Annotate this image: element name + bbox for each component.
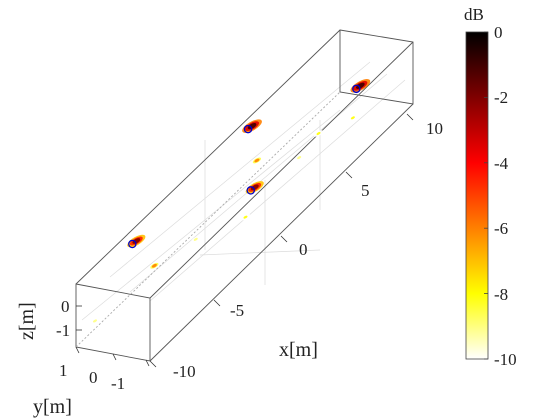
colorbar-tick: -10	[494, 350, 517, 369]
box-edge-top-right	[149, 41, 414, 299]
colorbar-tick: -2	[494, 88, 508, 107]
x-tick-label: 5	[361, 181, 370, 200]
source-blob	[191, 236, 201, 243]
source-blob	[251, 156, 263, 165]
z-tick-label: -1	[56, 321, 70, 340]
source-blob-layer	[151, 263, 157, 268]
x-tick-label: 10	[426, 119, 443, 138]
source-marker	[243, 124, 253, 134]
source-blob-layer	[193, 237, 198, 241]
source-blob-layer	[316, 132, 321, 135]
colorbar-gradient	[465, 31, 489, 360]
x-tick-label: -5	[230, 301, 244, 320]
x-tick-label: -10	[173, 362, 196, 381]
source-marker	[246, 186, 255, 195]
source-blob-layer	[132, 238, 141, 244]
x-axis-label: x[m]	[279, 339, 318, 361]
source-blob-layer	[250, 184, 259, 191]
source-blob-layer	[92, 319, 97, 323]
source-blob-layer	[243, 215, 248, 219]
source-blob	[148, 261, 161, 270]
axis-ticks	[75, 113, 414, 368]
box-far-face	[339, 29, 414, 105]
colorbar: dB 0 -2 -4 -6 -8 -10	[464, 5, 517, 369]
z-tick-label: 0	[61, 297, 70, 316]
source-blob	[245, 181, 264, 194]
box-edge-bottom-right	[149, 103, 414, 362]
box-frame	[75, 29, 414, 362]
box-edge-top-left	[75, 29, 341, 285]
source-blob	[240, 213, 251, 221]
source-blob-layer	[350, 116, 355, 120]
source-blob	[313, 130, 324, 137]
source-marker	[352, 84, 361, 94]
source-blob	[350, 79, 371, 93]
source-blob	[90, 317, 100, 325]
y-tick-label: -1	[111, 374, 125, 393]
source-blob-layer	[247, 122, 257, 130]
source-blob-layer	[254, 158, 260, 163]
x-tick-label: 0	[299, 240, 308, 259]
colorbar-label: dB	[464, 5, 484, 24]
source-blob	[127, 234, 146, 248]
box-near-face	[75, 283, 151, 362]
source-blob-layer	[356, 82, 365, 89]
colorbar-tick: -8	[494, 285, 508, 304]
y-tick-label: 0	[89, 368, 98, 387]
source-markers	[128, 84, 361, 249]
z-axis-label: z[m]	[16, 302, 38, 340]
grid-lines	[81, 61, 406, 321]
source-blob	[348, 114, 358, 122]
source-marker	[128, 239, 137, 249]
colorbar-tick: 0	[494, 23, 503, 42]
colorbar-tick: -4	[494, 154, 509, 173]
source-blobs	[90, 79, 371, 325]
colorbar-tick: -6	[494, 219, 508, 238]
y-axis-label: y[m]	[33, 396, 72, 418]
source-blob	[242, 119, 262, 133]
box-edge-bottom-left	[75, 91, 341, 348]
source-blob	[294, 154, 304, 161]
source-blob-layer	[297, 156, 302, 160]
y-tick-label: 1	[59, 361, 68, 380]
